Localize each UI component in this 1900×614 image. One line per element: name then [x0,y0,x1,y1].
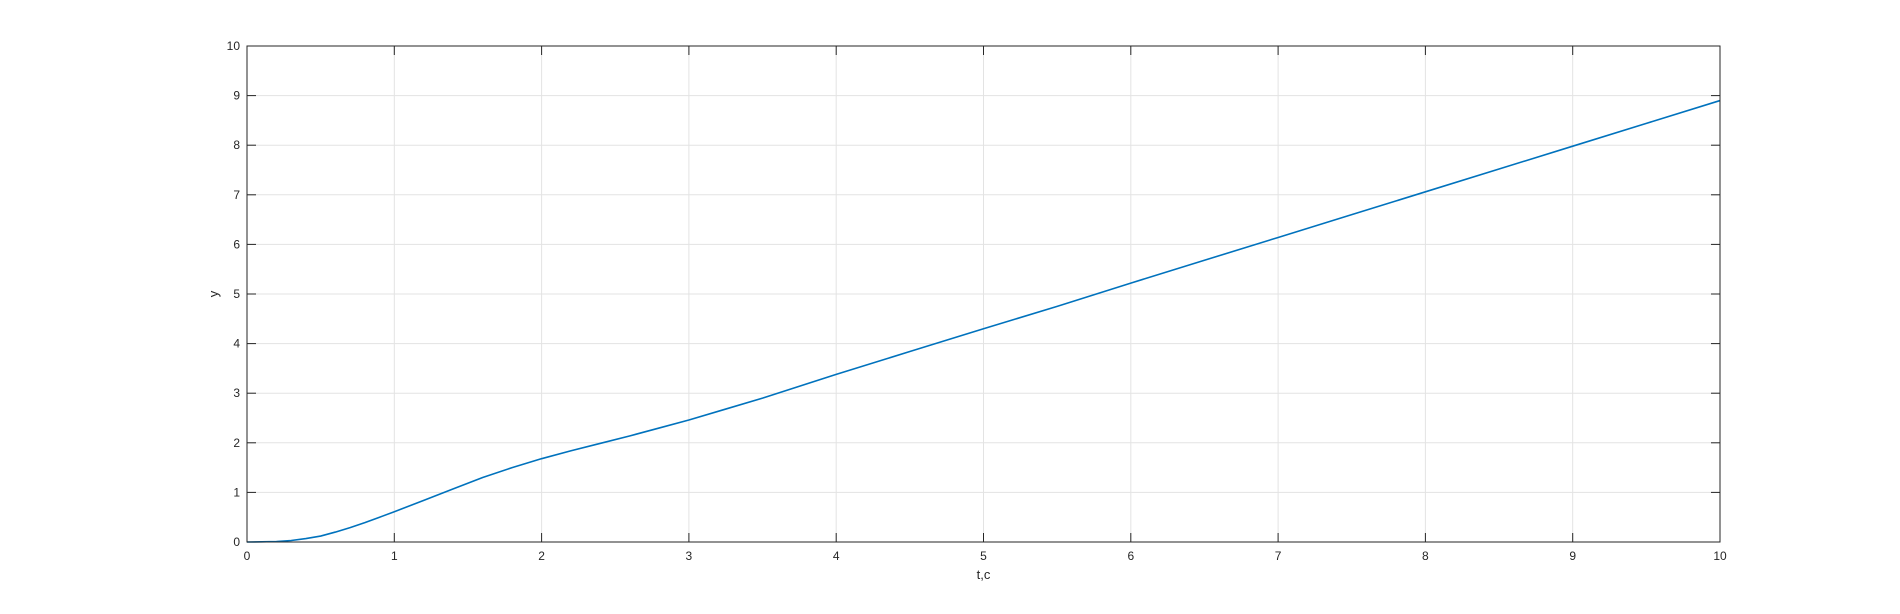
y-tick-label: 1 [233,485,240,499]
y-tick-label: 5 [233,287,240,301]
y-tick-label: 2 [233,436,240,450]
x-tick-label: 9 [1569,549,1576,563]
y-tick-label: 0 [233,535,240,549]
y-tick-label: 4 [233,337,240,351]
y-tick-label: 8 [233,138,240,152]
x-axis-label: t,c [977,567,991,582]
series-layer [246,99,1721,543]
x-tick-label: 5 [980,549,987,563]
y-tick-labels: 0 1 2 3 4 5 6 7 8 9 10 [227,39,241,549]
y-tick-label: 7 [233,188,240,202]
x-tick-label: 7 [1275,549,1282,563]
series-line [246,99,1721,543]
tick-marks [246,45,1721,543]
x-tick-label: 4 [833,549,840,563]
x-tick-labels: 0 1 2 3 4 5 6 7 8 9 10 [244,549,1727,563]
x-tick-label: 1 [391,549,398,563]
y-tick-label: 3 [233,386,240,400]
y-tick-label: 9 [233,89,240,103]
x-tick-label: 2 [538,549,545,563]
y-tick-label: 6 [233,237,240,251]
x-tick-label: 3 [686,549,693,563]
y-tick-label: 10 [227,39,241,53]
x-tick-label: 0 [244,549,251,563]
x-tick-label: 10 [1713,549,1727,563]
y-axis-label: y [206,290,221,297]
x-tick-label: 8 [1422,549,1429,563]
x-tick-label: 6 [1127,549,1134,563]
